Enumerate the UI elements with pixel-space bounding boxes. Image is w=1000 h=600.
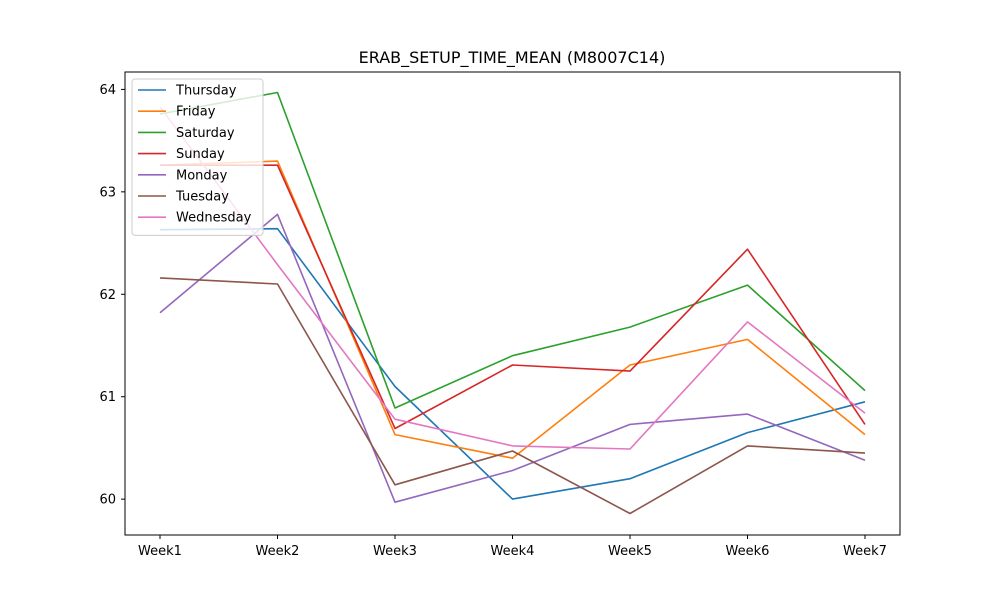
y-tick-label: 64 <box>99 83 116 98</box>
y-tick-label: 61 <box>99 390 116 405</box>
y-axis: 60 61 62 63 64 <box>99 83 125 508</box>
x-tick-label: Week7 <box>843 544 887 559</box>
x-tick-label: Week5 <box>608 544 652 559</box>
x-axis: Week1 Week2 Week3 Week4 Week5 Week6 Week7 <box>138 535 887 559</box>
x-tick-label: Week6 <box>726 544 770 559</box>
y-tick-label: 63 <box>99 185 116 200</box>
y-tick-label: 60 <box>99 493 116 508</box>
series-line-friday <box>159 160 866 460</box>
legend-label-saturday: Saturday <box>176 126 235 141</box>
chart-title: ERAB_SETUP_TIME_MEAN (M8007C14) <box>359 48 666 68</box>
legend-label-thursday: Thursday <box>175 84 237 99</box>
series-line-monday <box>159 213 866 504</box>
legend-label-sunday: Sunday <box>176 147 225 162</box>
y-tick-label: 62 <box>99 288 116 303</box>
series-line-thursday <box>159 227 866 500</box>
legend-label-wednesday: Wednesday <box>176 211 252 226</box>
series-layer <box>159 91 866 515</box>
series-line-saturday <box>159 91 866 409</box>
x-tick-label: Week3 <box>373 544 417 559</box>
x-tick-label: Week4 <box>491 544 535 559</box>
series-line-tuesday <box>159 277 866 515</box>
x-tick-label: Week1 <box>138 544 182 559</box>
legend: Thursday Friday Saturday Sunday Monday Tuesda… <box>131 78 264 236</box>
legend-label-tuesday: Tuesday <box>175 190 229 205</box>
x-tick-label: Week2 <box>256 544 300 559</box>
legend-label-monday: Monday <box>176 168 228 183</box>
legend-label-friday: Friday <box>176 105 216 120</box>
series-line-wednesday <box>159 106 866 450</box>
series-line-sunday <box>160 164 866 430</box>
